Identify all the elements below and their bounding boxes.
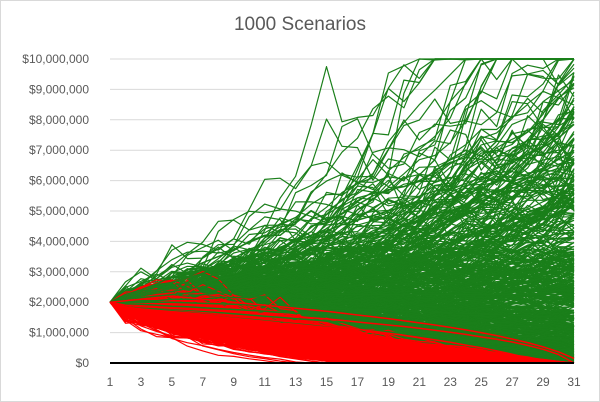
x-tick-label: 11 — [258, 375, 271, 389]
y-tick-label: $5,000,000 — [29, 204, 89, 218]
series-line — [109, 82, 575, 303]
scenario-line — [109, 301, 343, 364]
x-tick-label: 27 — [505, 375, 519, 389]
series-line — [109, 274, 575, 303]
y-tick-label: $3,000,000 — [29, 265, 89, 279]
x-tick-label: 19 — [382, 375, 396, 389]
y-tick-label: $7,000,000 — [29, 143, 89, 157]
x-tick-label: 5 — [169, 375, 176, 389]
chart-title: 1000 Scenarios — [233, 14, 367, 35]
series-line — [109, 254, 575, 303]
x-tick-label: 15 — [320, 375, 334, 389]
series-line — [109, 301, 575, 364]
scenario-line — [109, 301, 404, 364]
scenario-line — [109, 58, 574, 303]
scenario-line — [109, 301, 544, 364]
scenario-line — [109, 204, 575, 303]
x-tick-label: 9 — [230, 375, 237, 389]
y-tick-label: $0 — [76, 356, 90, 370]
y-tick-label: $6,000,000 — [29, 174, 89, 188]
x-tick-label: 23 — [444, 375, 458, 389]
x-tick-label: 1 — [107, 375, 114, 389]
series-line — [109, 301, 575, 331]
scenario-line — [109, 63, 575, 303]
series-line — [109, 231, 575, 303]
series-line — [109, 149, 575, 303]
x-tick-label: 17 — [351, 375, 365, 389]
x-tick-label: 13 — [289, 375, 303, 389]
y-tick-label: $9,000,000 — [29, 82, 89, 96]
y-tick-label: $10,000,000 — [22, 52, 89, 66]
x-tick-label: 25 — [475, 375, 489, 389]
series-line — [109, 295, 575, 360]
series-line — [109, 123, 575, 303]
series-line — [110, 301, 575, 319]
scenario-line — [109, 58, 574, 303]
x-tick-label: 21 — [413, 375, 427, 389]
scenario-line — [109, 301, 296, 364]
series-line — [109, 301, 574, 364]
y-tick-label: $1,000,000 — [29, 326, 89, 340]
x-axis-tick-labels: 1 3 5 7 9 11 13 15 17 19 21 23 25 27 29 31 — [107, 375, 581, 389]
scenario-line — [109, 106, 575, 303]
y-axis-tick-labels: $0 $1,000,000 $2,000,000 $3,000,000 $4,000,0… — [22, 52, 89, 370]
scenario-line — [109, 187, 575, 303]
series-line — [110, 293, 574, 303]
x-tick-label: 29 — [536, 375, 550, 389]
scenario-line — [109, 111, 575, 303]
x-tick-label: 31 — [567, 375, 581, 389]
series-line — [109, 301, 575, 342]
x-tick-label: 3 — [138, 375, 145, 389]
y-tick-label: $8,000,000 — [29, 113, 89, 127]
scenario-line — [109, 84, 575, 303]
y-tick-label: $4,000,000 — [29, 234, 89, 248]
series-line — [109, 301, 574, 364]
scenario-line — [109, 185, 575, 303]
x-tick-label: 7 — [199, 375, 206, 389]
scenario-line — [109, 301, 389, 364]
series-line — [109, 201, 575, 303]
y-tick-label: $2,000,000 — [29, 295, 89, 309]
